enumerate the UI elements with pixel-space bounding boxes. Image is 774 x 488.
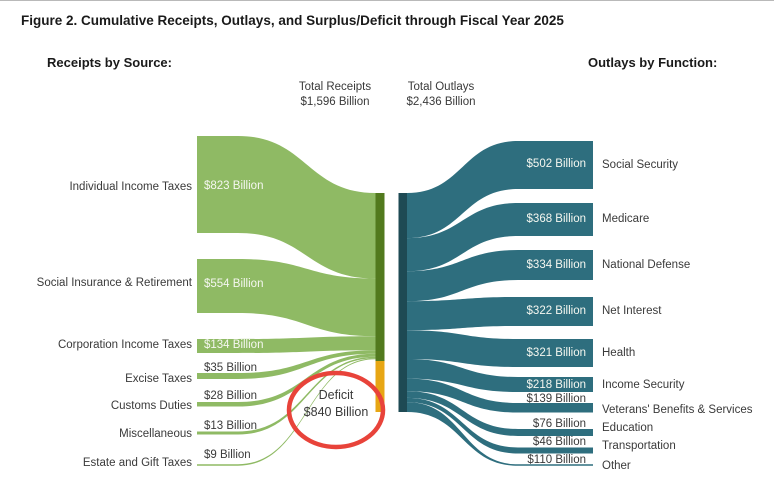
outlays-value-label-net-interest: $322 Billion xyxy=(527,305,586,317)
outlays-category-label-national-defense: National Defense xyxy=(602,259,690,271)
outlays-category-label-education: Education xyxy=(602,422,653,434)
outlays-category-label-health: Health xyxy=(602,347,635,359)
deficit-bar-segment xyxy=(375,361,385,412)
total-receipts-bar xyxy=(375,193,385,361)
outlays-flow-transportation xyxy=(407,397,593,454)
outlays-category-label-other: Other xyxy=(602,460,631,472)
outlays-category-label-medicare: Medicare xyxy=(602,213,649,225)
receipts-category-label-customs-duties: Customs Duties xyxy=(111,400,192,412)
outlays-category-label-transportation: Transportation xyxy=(602,440,676,452)
outlays-value-label-social-security: $502 Billion xyxy=(527,158,586,170)
total-outlays-value: $2,436 Billion xyxy=(406,96,476,108)
deficit-label: Deficit xyxy=(319,388,354,402)
outlays-value-label-education: $76 Billion xyxy=(533,418,586,430)
outlays-category-label-social-security: Social Security xyxy=(602,159,678,171)
receipts-section-header: Receipts by Source: xyxy=(47,55,172,70)
receipts-category-label-corporation-income-taxes: Corporation Income Taxes xyxy=(58,339,192,351)
outlays-value-label-income-security: $218 Billion xyxy=(527,379,586,391)
receipts-category-label-excise-taxes: Excise Taxes xyxy=(125,373,192,385)
receipts-flow-social-insurance-retirement xyxy=(197,259,376,337)
receipts-value-label-customs-duties: $28 Billion xyxy=(204,390,257,402)
figure-title: Figure 2. Cumulative Receipts, Outlays, … xyxy=(21,13,564,28)
outlays-value-label-veterans-benefits-services: $139 Billion xyxy=(527,393,586,405)
outlays-value-label-health: $321 Billion xyxy=(527,347,586,359)
total-receipts-label: Total Receipts xyxy=(298,81,372,93)
outlays-flow-net-interest xyxy=(407,297,593,331)
receipts-flow-excise-taxes xyxy=(197,350,376,379)
deficit-value: $840 Billion xyxy=(304,405,369,419)
receipts-category-label-individual-income-taxes: Individual Income Taxes xyxy=(69,181,192,193)
receipts-value-label-social-insurance-retirement: $554 Billion xyxy=(204,278,263,290)
outlays-flow-health xyxy=(407,330,593,367)
outlays-flow-medicare xyxy=(407,203,593,272)
outlays-value-label-transportation: $46 Billion xyxy=(533,436,586,448)
receipts-category-label-social-insurance-retirement: Social Insurance & Retirement xyxy=(37,277,193,289)
total-receipts-block: Total Receipts $1,596 Billion xyxy=(270,80,400,110)
receipts-category-label-estate-and-gift-taxes: Estate and Gift Taxes xyxy=(83,457,192,469)
receipts-value-label-estate-and-gift-taxes: $9 Billion xyxy=(204,449,251,461)
receipts-value-label-corporation-income-taxes: $134 Billion xyxy=(204,339,263,351)
deficit-circle-annotation xyxy=(286,370,386,450)
outlays-flow-veterans-benefits-services xyxy=(407,378,593,413)
outlays-value-label-national-defense: $334 Billion xyxy=(527,259,586,271)
outlays-value-label-medicare: $368 Billion xyxy=(527,213,586,225)
outlays-section-header: Outlays by Function: xyxy=(588,55,718,70)
total-outlays-bar xyxy=(398,193,407,412)
receipts-flow-corporation-income-taxes xyxy=(197,336,376,353)
outlays-flow-education xyxy=(407,391,593,436)
receipts-flow-individual-income-taxes xyxy=(197,136,376,279)
total-outlays-label: Total Outlays xyxy=(407,81,475,93)
receipts-category-label-miscellaneous: Miscellaneous xyxy=(119,428,192,440)
outlays-category-label-net-interest: Net Interest xyxy=(602,305,662,317)
outlays-flow-national-defense xyxy=(407,250,593,302)
outlays-category-label-income-security: Income Security xyxy=(602,379,685,391)
outlays-value-label-other: $110 Billion xyxy=(527,454,586,466)
outlays-flow-social-security xyxy=(407,141,593,239)
outlays-flow-other xyxy=(407,402,593,466)
receipts-value-label-excise-taxes: $35 Billion xyxy=(204,362,257,374)
outlays-category-label-veterans-benefits-services: Veterans' Benefits & Services xyxy=(602,404,753,416)
receipts-value-label-individual-income-taxes: $823 Billion xyxy=(204,180,263,192)
receipts-value-label-miscellaneous: $13 Billion xyxy=(204,420,257,432)
total-outlays-block: Total Outlays $2,436 Billion xyxy=(376,80,506,110)
top-divider-line xyxy=(0,0,774,1)
total-receipts-value: $1,596 Billion xyxy=(300,96,370,108)
outlays-flow-income-security xyxy=(407,359,593,392)
